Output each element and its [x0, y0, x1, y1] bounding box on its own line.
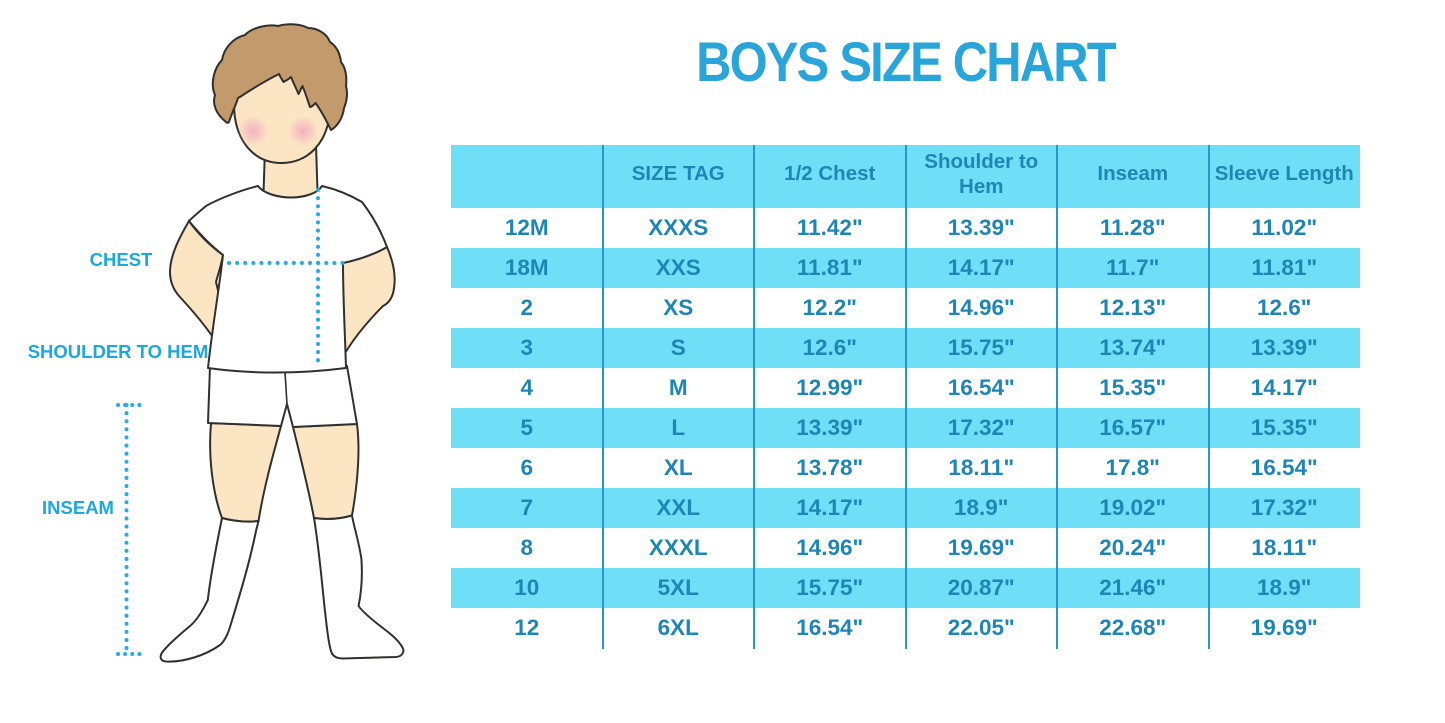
svg-text:SHOULDER TO HEM: SHOULDER TO HEM: [28, 341, 209, 362]
svg-text:CHEST: CHEST: [90, 249, 153, 270]
svg-text:INSEAM: INSEAM: [42, 497, 114, 518]
